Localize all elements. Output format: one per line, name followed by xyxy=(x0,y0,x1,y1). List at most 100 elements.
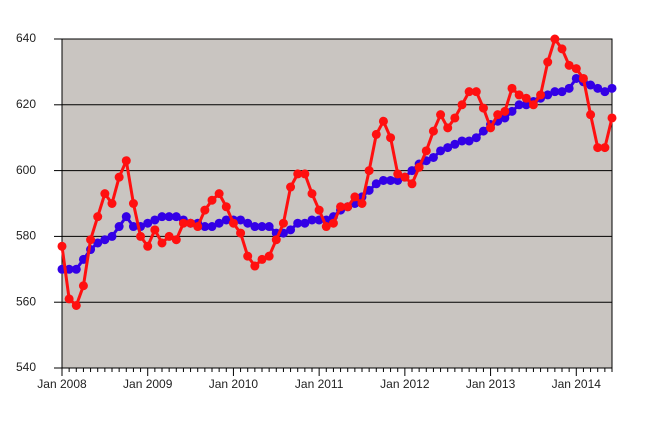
x-tick-label: Jan 2008 xyxy=(37,377,87,391)
point xyxy=(150,225,160,235)
point xyxy=(136,231,146,241)
point xyxy=(221,202,231,212)
point xyxy=(100,235,110,245)
point xyxy=(193,222,203,232)
point xyxy=(357,199,367,208)
y-tick-label: 620 xyxy=(16,97,36,111)
point xyxy=(143,241,153,251)
point xyxy=(321,222,331,232)
point xyxy=(250,222,260,232)
point xyxy=(328,218,338,228)
x-tick-label: Jan 2012 xyxy=(380,377,430,391)
point xyxy=(86,235,96,245)
point xyxy=(500,106,510,116)
point xyxy=(107,231,117,241)
point xyxy=(178,218,188,228)
point xyxy=(114,172,124,182)
point xyxy=(93,238,103,248)
point xyxy=(428,126,438,136)
point xyxy=(593,83,603,93)
point xyxy=(307,189,317,199)
point xyxy=(600,143,610,153)
point xyxy=(207,222,217,232)
point xyxy=(571,73,581,83)
point xyxy=(536,90,546,100)
point xyxy=(214,189,224,199)
point xyxy=(100,189,110,199)
point xyxy=(450,113,460,123)
point xyxy=(557,44,567,54)
point xyxy=(450,139,460,149)
point xyxy=(436,110,446,120)
point xyxy=(378,116,388,126)
x-tick-label: Jan 2013 xyxy=(466,377,516,391)
point xyxy=(478,103,488,113)
point xyxy=(78,281,88,291)
point xyxy=(586,80,596,90)
point xyxy=(543,90,553,100)
point xyxy=(114,222,124,232)
point xyxy=(471,133,481,143)
point xyxy=(471,87,481,97)
x-tick-label: Jan 2009 xyxy=(123,377,173,391)
point xyxy=(514,100,524,110)
point xyxy=(243,218,253,228)
point xyxy=(264,222,274,232)
point xyxy=(157,212,167,222)
point xyxy=(550,34,560,44)
point xyxy=(307,215,317,225)
point xyxy=(157,238,167,248)
point xyxy=(493,110,503,120)
point xyxy=(436,146,446,156)
point xyxy=(486,123,496,133)
point xyxy=(543,57,553,67)
point xyxy=(264,251,274,261)
point xyxy=(214,218,224,228)
point xyxy=(421,146,431,156)
point xyxy=(236,215,246,225)
point xyxy=(578,73,588,83)
y-tick-label: 540 xyxy=(16,360,36,374)
point xyxy=(343,202,353,212)
x-tick-label: Jan 2010 xyxy=(209,377,259,391)
point xyxy=(128,199,138,208)
point xyxy=(221,215,231,225)
point xyxy=(250,261,260,271)
point xyxy=(507,83,517,93)
point xyxy=(293,169,303,179)
point xyxy=(121,156,131,166)
point xyxy=(607,113,617,123)
point xyxy=(414,162,424,172)
x-tick-label: Jan 2011 xyxy=(295,377,344,391)
point xyxy=(393,175,403,185)
y-tick-label: 560 xyxy=(16,294,36,308)
point xyxy=(571,64,581,74)
point xyxy=(286,182,296,192)
plot-area xyxy=(61,38,613,369)
point xyxy=(143,218,153,228)
point xyxy=(314,205,324,215)
point xyxy=(464,136,474,146)
point xyxy=(557,87,567,97)
point xyxy=(521,100,531,110)
point xyxy=(400,172,410,182)
y-tick-label: 640 xyxy=(16,31,36,45)
point xyxy=(464,87,474,97)
point xyxy=(286,225,296,235)
point xyxy=(186,218,196,228)
point xyxy=(457,136,467,146)
point xyxy=(128,222,138,232)
point xyxy=(507,106,517,116)
point xyxy=(607,83,617,93)
point xyxy=(600,87,610,97)
point xyxy=(150,215,160,225)
point xyxy=(300,218,310,228)
point xyxy=(428,152,438,162)
point xyxy=(586,110,596,120)
point xyxy=(71,264,81,274)
point xyxy=(407,166,417,176)
point xyxy=(443,123,453,133)
point xyxy=(271,235,281,245)
point xyxy=(64,294,74,304)
